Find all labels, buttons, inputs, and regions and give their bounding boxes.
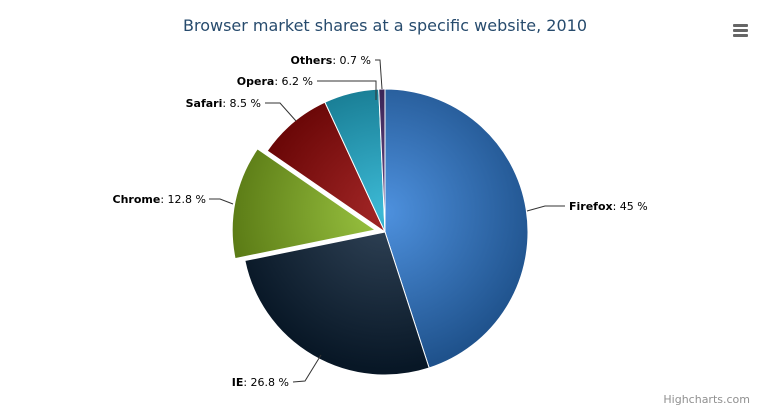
connector-chrome bbox=[209, 198, 234, 205]
data-label-safari: Safari: 8.5 % bbox=[186, 97, 261, 110]
data-label-others: Others: 0.7 % bbox=[290, 54, 371, 67]
connector-safari bbox=[265, 102, 297, 122]
pie-slice-chrome[interactable] bbox=[231, 148, 377, 260]
pie-slice-ie[interactable] bbox=[244, 231, 430, 376]
connector-others bbox=[375, 59, 383, 90]
credits-link[interactable]: Highcharts.com bbox=[663, 393, 750, 406]
hamburger-menu-icon[interactable] bbox=[733, 24, 748, 37]
data-label-chrome: Chrome: 12.8 % bbox=[113, 193, 206, 206]
data-label-firefox: Firefox: 45 % bbox=[569, 200, 648, 213]
data-label-opera: Opera: 6.2 % bbox=[237, 75, 313, 88]
pie-slice-others[interactable] bbox=[378, 88, 386, 233]
connector-firefox bbox=[526, 205, 565, 212]
connector-ie bbox=[292, 354, 322, 383]
chart-title: Browser market shares at a specific webs… bbox=[183, 16, 587, 35]
data-label-ie: IE: 26.8 % bbox=[232, 376, 289, 389]
pie-slice-firefox[interactable] bbox=[384, 88, 529, 369]
connector-opera bbox=[317, 80, 377, 100]
